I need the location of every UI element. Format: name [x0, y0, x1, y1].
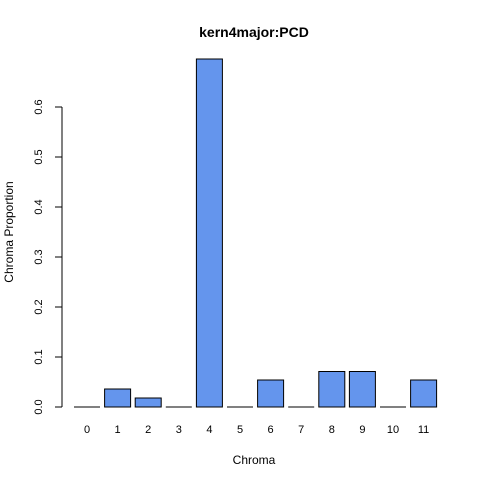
bar-chroma-6 [257, 379, 285, 408]
x-axis-tick-labels: 0 1 2 3 4 5 6 7 8 9 10 11 [84, 424, 429, 436]
x-tick-label-9: 9 [359, 424, 365, 436]
y-tick-label: 0.4 [33, 199, 45, 214]
x-tick-label-0: 0 [84, 424, 90, 436]
bar-chroma-9 [348, 371, 376, 408]
y-tick-label: 0.3 [33, 249, 45, 264]
y-axis: 0.0 0.1 0.2 0.3 0.4 0.5 0.6 [33, 99, 63, 415]
x-tick-label-1: 1 [115, 424, 121, 436]
y-tick-label: 0.1 [33, 349, 45, 364]
bar-chroma-11 [410, 379, 438, 408]
y-axis-label: Chroma Proportion [2, 181, 16, 282]
bar-chroma-1 [104, 388, 132, 408]
x-tick-label-3: 3 [176, 424, 182, 436]
bar-chroma-2 [134, 397, 162, 408]
x-tick-label-2: 2 [145, 424, 151, 436]
x-tick-label-4: 4 [206, 424, 212, 436]
y-tick-label: 0.5 [33, 149, 45, 164]
x-tick-label-8: 8 [329, 424, 335, 436]
x-tick-label-6: 6 [268, 424, 274, 436]
x-tick-label-7: 7 [298, 424, 304, 436]
bars-group [74, 58, 438, 408]
bar-chroma-4 [195, 58, 223, 408]
y-tick-label: 0.6 [33, 99, 45, 114]
bar-chroma-8 [318, 371, 346, 408]
x-tick-label-5: 5 [237, 424, 243, 436]
y-tick-label: 0.2 [33, 299, 45, 314]
chart-title: kern4major:PCD [199, 24, 309, 40]
x-tick-label-11: 11 [418, 424, 429, 436]
x-axis-label: Chroma [233, 453, 276, 467]
y-tick-label: 0.0 [33, 399, 45, 414]
x-tick-label-10: 10 [387, 424, 399, 436]
